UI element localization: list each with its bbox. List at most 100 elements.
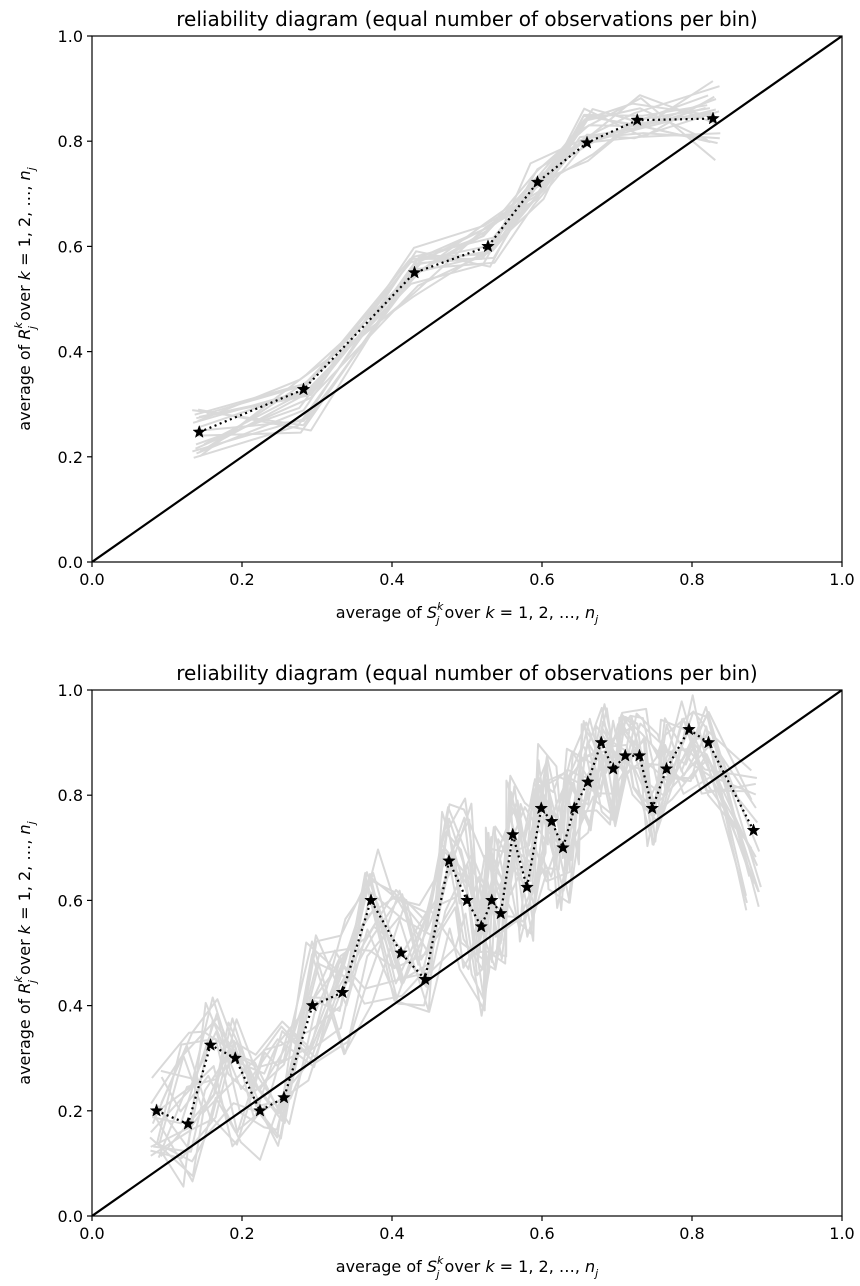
x-tick-label: 0.6 bbox=[529, 1224, 554, 1243]
ylabel-part: = 1, 2, …, bbox=[15, 180, 34, 270]
ylabel-part: j bbox=[26, 325, 39, 331]
xlabel-part: j bbox=[434, 614, 440, 627]
x-tick-label: 0.0 bbox=[79, 570, 104, 589]
data-point bbox=[460, 893, 474, 907]
ylabel-part: k bbox=[15, 270, 34, 280]
data-point bbox=[567, 801, 582, 815]
data-point bbox=[277, 1090, 291, 1104]
bootstrap-line bbox=[197, 132, 720, 422]
data-point bbox=[407, 265, 422, 279]
y-tick-label: 0.6 bbox=[58, 237, 83, 256]
series-line bbox=[198, 117, 714, 434]
xlabel-part: = 1, 2, …, bbox=[495, 603, 585, 622]
xlabel-part: over bbox=[439, 1257, 485, 1276]
xlabel-part: n bbox=[585, 1257, 595, 1276]
ylabel-part: k bbox=[12, 322, 25, 329]
y-axis-label: average of Rkj over k = 1, 2, …, nj bbox=[12, 166, 39, 430]
xlabel-part: average of bbox=[336, 1257, 427, 1276]
ylabel-part: j bbox=[25, 166, 38, 172]
data-point bbox=[606, 761, 621, 775]
y-tick-label: 0.6 bbox=[58, 891, 83, 910]
y-axis-label: average of Rkj over k = 1, 2, …, nj bbox=[12, 820, 39, 1084]
bootstrap-line bbox=[203, 94, 709, 451]
x-axis-label: average of Sk j over k = 1, 2, …, nj bbox=[336, 1254, 599, 1281]
data-point bbox=[594, 735, 609, 749]
x-tick-label: 1.0 bbox=[829, 1224, 854, 1243]
data-point bbox=[706, 111, 720, 125]
data-point bbox=[618, 748, 633, 762]
y-tick-label: 0.2 bbox=[58, 1102, 83, 1121]
ylabel-part: n bbox=[15, 170, 34, 180]
ylabel-part: n bbox=[15, 824, 34, 834]
x-tick-label: 0.6 bbox=[529, 570, 554, 589]
ylabel-part: average of bbox=[15, 994, 34, 1085]
bootstrap-line bbox=[192, 113, 714, 453]
x-tick-label: 1.0 bbox=[829, 570, 854, 589]
data-point bbox=[530, 175, 545, 189]
diagonal-line bbox=[92, 36, 842, 562]
data-point bbox=[682, 722, 696, 736]
bootstrap-line bbox=[151, 707, 755, 1125]
bootstrap-line bbox=[196, 102, 710, 420]
xlabel-part: j bbox=[593, 1267, 599, 1280]
data-point bbox=[701, 735, 716, 749]
ylabel-part: R bbox=[15, 329, 34, 340]
bootstrap-line bbox=[195, 107, 708, 450]
ylabel-part: over bbox=[15, 280, 34, 326]
y-tick-label: 0.2 bbox=[58, 448, 83, 467]
x-tick-label: 0.4 bbox=[379, 1224, 404, 1243]
reliability-diagram-top: 0.0 0.2 0.4 0.6 0.8 1.0 0.0 0.2 0.4 0.6 0.8 1.0 reli… bbox=[12, 7, 855, 627]
data-point bbox=[253, 1103, 267, 1117]
x-tick-label: 0.8 bbox=[679, 1224, 704, 1243]
xlabel-part: = 1, 2, …, bbox=[495, 1257, 585, 1276]
ylabel-part: j bbox=[25, 820, 38, 826]
chart-title: reliability diagram (equal number of obs… bbox=[176, 7, 757, 31]
data-point bbox=[505, 827, 520, 841]
ylabel-part: k bbox=[15, 924, 34, 934]
xlabel-part: average of bbox=[336, 603, 427, 622]
data-point bbox=[181, 1116, 195, 1130]
data-point bbox=[520, 880, 534, 894]
xlabel-part: k bbox=[485, 1257, 495, 1276]
ylabel-part: average of bbox=[15, 340, 34, 431]
data-point bbox=[296, 382, 311, 396]
bootstrap-line bbox=[193, 107, 721, 459]
y-tick-label: 0.4 bbox=[58, 343, 83, 362]
data-point bbox=[305, 998, 320, 1012]
bootstrap-line bbox=[150, 713, 759, 1157]
bootstrap-line bbox=[197, 94, 717, 432]
data-point bbox=[645, 801, 660, 815]
bootstrap-line bbox=[199, 111, 712, 458]
data-point bbox=[203, 1037, 218, 1051]
bootstrap-lines bbox=[192, 80, 721, 459]
data-point bbox=[580, 135, 594, 149]
data-point bbox=[580, 774, 595, 788]
xlabel-part: S bbox=[427, 603, 437, 622]
bootstrap-line bbox=[155, 724, 747, 1148]
bootstrap-line bbox=[198, 95, 715, 429]
data-point bbox=[418, 972, 432, 986]
ylabel-part: j bbox=[26, 979, 39, 985]
y-tick-label: 1.0 bbox=[58, 27, 83, 46]
data-point bbox=[556, 840, 570, 854]
xlabel-part: n bbox=[585, 603, 595, 622]
y-tick-label: 0.0 bbox=[58, 553, 83, 572]
xlabel-part: k bbox=[437, 1254, 444, 1267]
data-point bbox=[630, 112, 645, 126]
data-point bbox=[659, 761, 674, 775]
y-tick-label: 0.0 bbox=[58, 1207, 83, 1226]
x-axis-label: average of Sk j over k = 1, 2, …, nj bbox=[336, 600, 599, 627]
y-tick-label: 0.8 bbox=[58, 132, 83, 151]
x-tick-label: 0.2 bbox=[229, 570, 254, 589]
data-point bbox=[149, 1103, 164, 1117]
reliability-diagram-bottom: 0.0 0.2 0.4 0.6 0.8 1.0 0.0 0.2 0.4 0.6 0.8 1.0 reli… bbox=[12, 661, 855, 1281]
y-tick-label: 0.8 bbox=[58, 786, 83, 805]
data-point bbox=[474, 919, 489, 933]
data-point bbox=[394, 945, 408, 959]
y-tick-label: 1.0 bbox=[58, 681, 83, 700]
data-point bbox=[442, 853, 456, 867]
y-tick-label: 0.4 bbox=[58, 997, 83, 1016]
data-point bbox=[484, 893, 499, 907]
x-tick-label: 0.8 bbox=[679, 570, 704, 589]
